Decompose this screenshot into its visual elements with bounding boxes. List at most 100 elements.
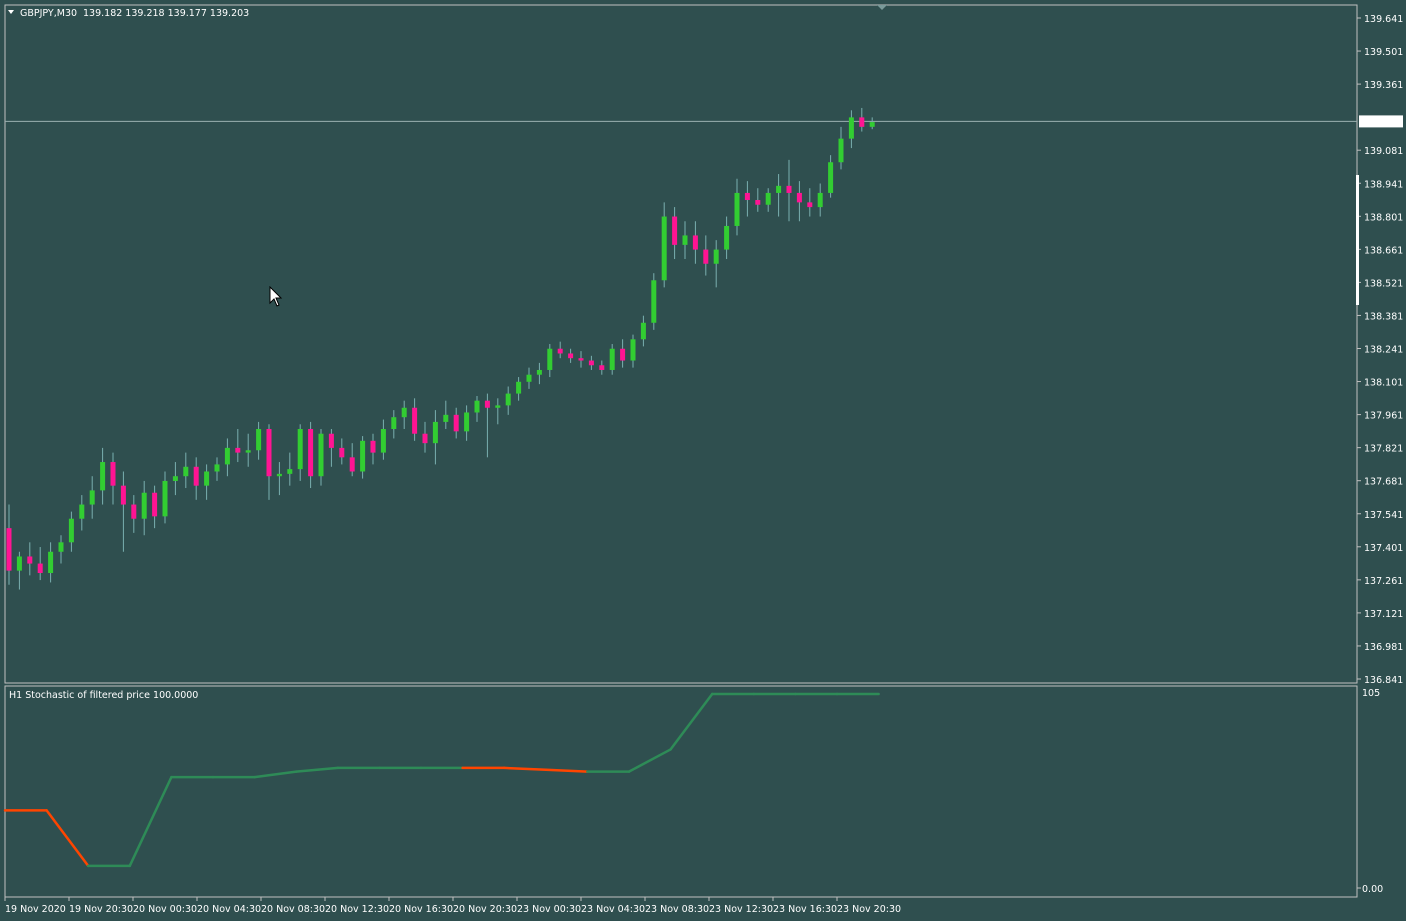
candle-bear [37, 563, 43, 574]
price-tick-label: 136.841 [1364, 675, 1403, 686]
stochastic-segment [669, 692, 714, 751]
candle-bear [692, 235, 698, 250]
candle-bear [412, 407, 418, 434]
stochastic-segment [253, 770, 298, 779]
candle-bear [796, 192, 802, 203]
price-tick-label: 139.361 [1364, 80, 1403, 91]
candle-bull [318, 433, 324, 477]
price-tick-label: 138.521 [1364, 278, 1403, 289]
time-tick-label: 23 Nov 12:30 [709, 904, 773, 915]
price-tick-label: 139.641 [1364, 14, 1403, 25]
candle-bull [58, 542, 64, 552]
candle-bull [287, 469, 293, 474]
candle-bull [474, 400, 480, 413]
price-tick-label: 139.501 [1364, 47, 1403, 58]
candle-bull [630, 339, 636, 361]
indicator-scale-bottom-label: 0.00 [1362, 884, 1383, 895]
price-tick-label: 137.121 [1364, 609, 1403, 620]
chart-menu-triangle-icon[interactable] [8, 10, 14, 14]
current-price-label: 139.203 [1361, 117, 1400, 128]
time-tick-label: 23 Nov 04:30 [581, 904, 645, 915]
candle-bear [672, 216, 678, 245]
candle-bear [110, 462, 116, 486]
candle-bull [817, 192, 823, 208]
candle-bear [568, 353, 574, 359]
price-tick-label: 136.981 [1364, 642, 1403, 653]
symbol-timeframe-label: GBPJPY,M30 [20, 8, 77, 19]
price-tick-label: 137.401 [1364, 543, 1403, 554]
candle-bull [68, 518, 74, 543]
time-tick-label: 20 Nov 12:30 [325, 904, 389, 915]
price-tick-label: 137.961 [1364, 411, 1403, 422]
indicator-frame [4, 685, 1358, 898]
candle-bear [152, 492, 158, 517]
chart-shift-marker-icon[interactable] [877, 5, 887, 10]
candle-bull [360, 440, 366, 472]
candle-bull [391, 417, 397, 430]
time-tick-label: 19 Nov 20:30 [69, 904, 133, 915]
candle-bear [744, 192, 750, 201]
candle-bear [786, 185, 792, 193]
candle-bear [755, 200, 761, 205]
time-tick-label: 23 Nov 00:30 [517, 904, 581, 915]
candle-bull [828, 162, 834, 193]
candle-bear [349, 457, 355, 472]
stochastic-segment [294, 766, 340, 773]
price-tick-label: 139.081 [1364, 146, 1403, 157]
scroll-indicator[interactable] [1356, 175, 1359, 305]
candle-bull [276, 473, 282, 477]
candle-bull [640, 322, 646, 340]
candle-bull [297, 429, 303, 470]
candle-bull [536, 369, 542, 375]
candle-bull [516, 381, 522, 394]
candle-bull [776, 185, 782, 193]
price-tick-label: 138.941 [1364, 179, 1403, 190]
time-tick-label: 19 Nov 2020 [5, 904, 66, 915]
time-tick-label: 23 Nov 08:30 [645, 904, 709, 915]
candle-bull [505, 393, 511, 406]
candle-bear [193, 466, 199, 486]
candle-bull [172, 476, 178, 481]
indicator-title-label: H1 Stochastic of filtered price 100.0000 [9, 690, 198, 701]
candle-bull [713, 249, 719, 264]
candle-bull [724, 225, 730, 250]
candle-bull [79, 504, 85, 519]
ohlc-values-label: 139.182 139.218 139.177 139.203 [83, 8, 249, 19]
candle-bull [651, 280, 657, 323]
candle-bull [141, 492, 147, 519]
stochastic-segment [544, 768, 589, 773]
candle-bear [6, 528, 12, 571]
candle-bull [495, 405, 501, 408]
candle-bull [547, 348, 553, 370]
candle-bear [578, 358, 584, 361]
current-price-badge [1359, 115, 1403, 128]
candle-bear [266, 429, 272, 477]
candle-bull [526, 374, 532, 382]
candle-bull [100, 462, 106, 491]
candle-bull [464, 412, 470, 432]
candle-bull [48, 551, 54, 574]
candle-bull [432, 421, 438, 444]
candle-bull [838, 138, 844, 163]
candle-bear [308, 429, 314, 477]
candle-bull [380, 429, 386, 453]
main-chart-frame [4, 4, 1358, 684]
price-tick-label: 138.661 [1364, 245, 1403, 256]
candle-bull [734, 192, 740, 226]
candle-bull [401, 407, 407, 418]
candle-bull [183, 466, 189, 477]
price-tick-label: 137.681 [1364, 477, 1403, 488]
candle-bear [370, 440, 376, 453]
candle-bear [588, 360, 594, 366]
price-tick-label: 138.241 [1364, 345, 1403, 356]
stochastic-segment [45, 809, 90, 868]
candle-bear [422, 433, 428, 444]
candle-bear [557, 348, 563, 354]
candle-bull [609, 348, 615, 370]
mouse-cursor-icon [269, 285, 283, 308]
price-tick-label: 138.381 [1364, 311, 1403, 322]
price-tick-label: 137.821 [1364, 444, 1403, 455]
time-tick-label: 23 Nov 20:30 [837, 904, 901, 915]
price-tick-label: 137.541 [1364, 510, 1403, 521]
